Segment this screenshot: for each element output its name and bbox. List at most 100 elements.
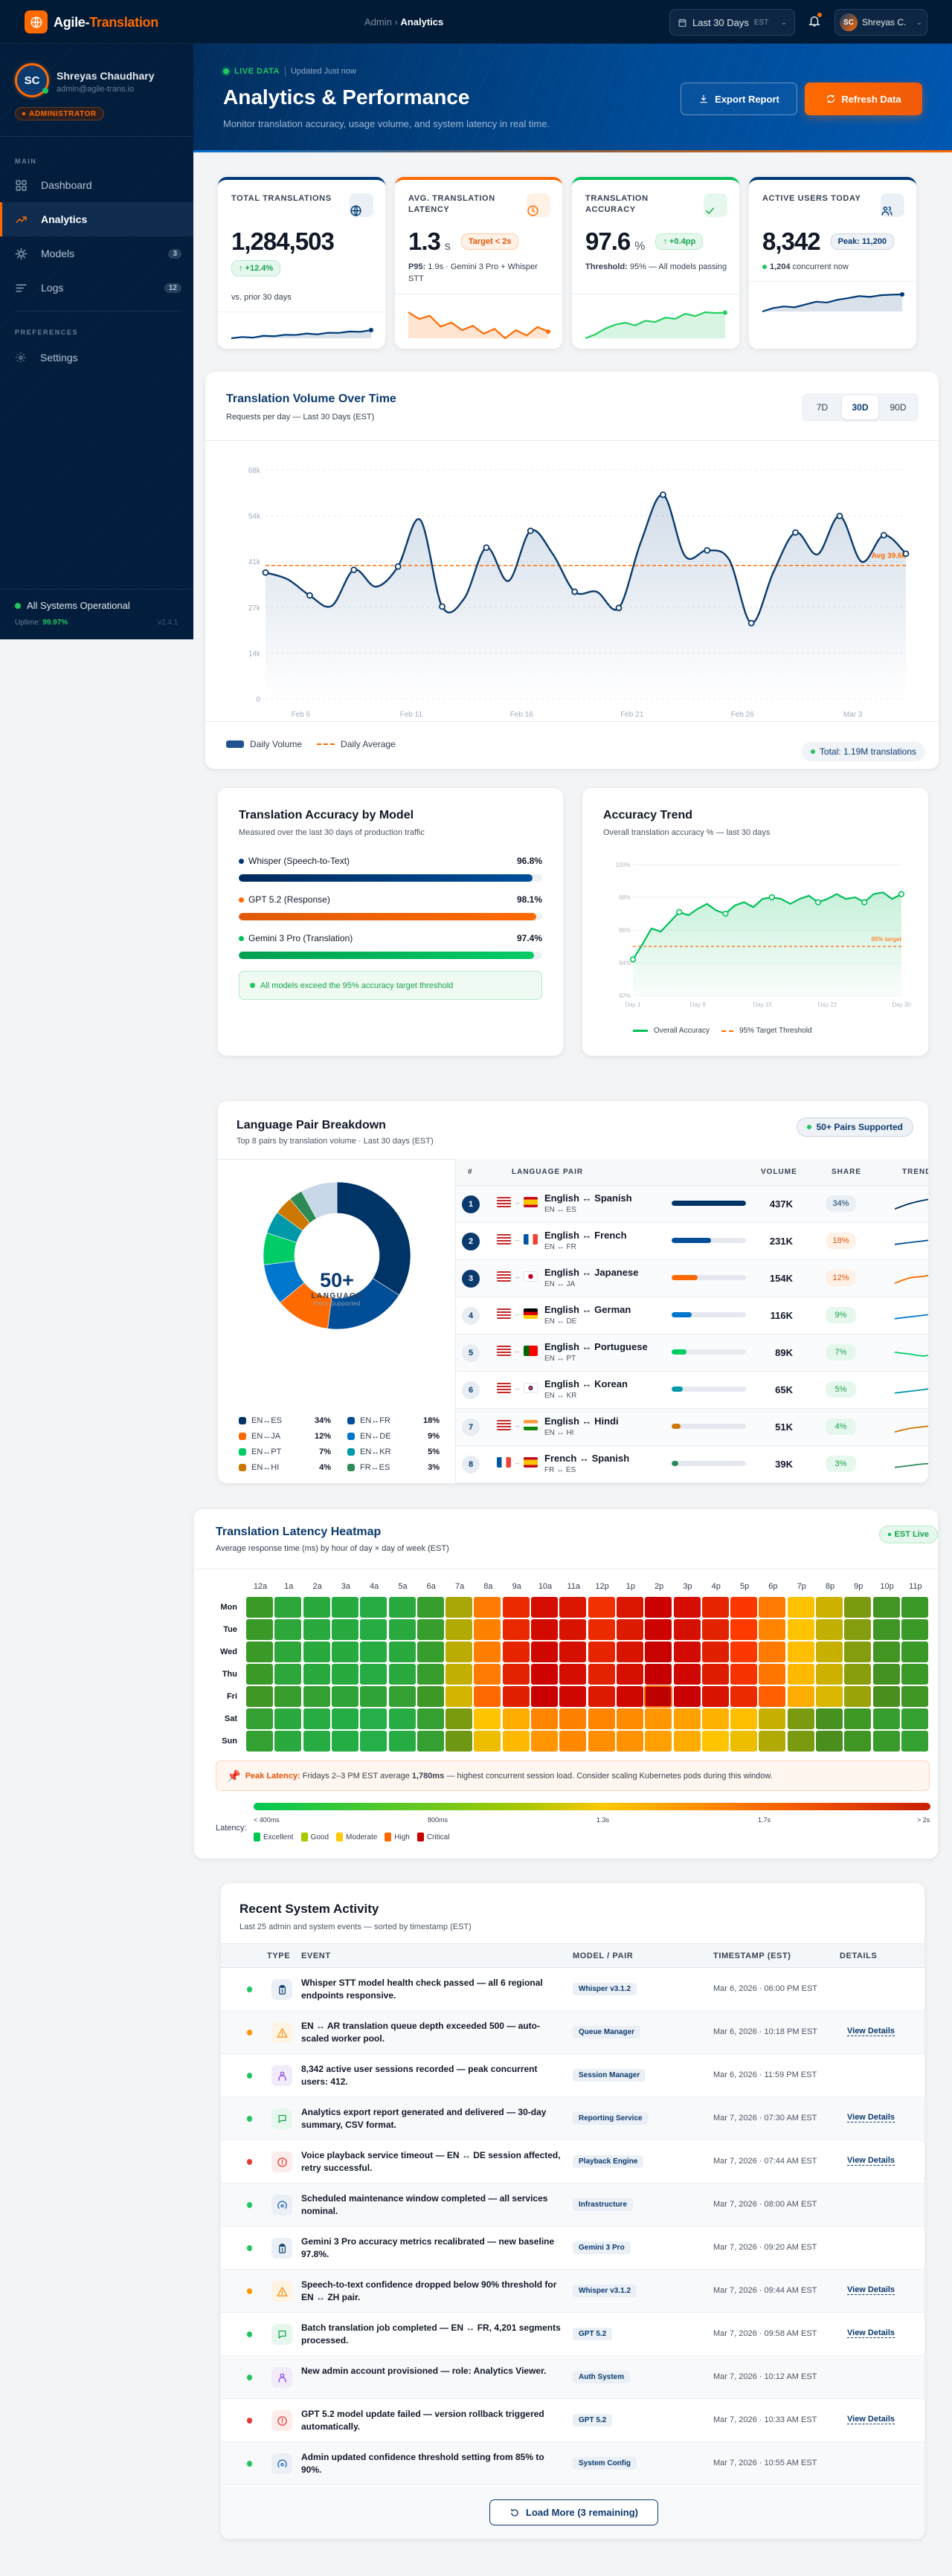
heatmap-cell[interactable] xyxy=(303,1708,330,1729)
heatmap-cell[interactable] xyxy=(559,1642,587,1662)
heatmap-cell[interactable] xyxy=(246,1731,273,1752)
heatmap-cell[interactable] xyxy=(701,1731,729,1752)
data-point[interactable] xyxy=(350,566,358,573)
heatmap-cell[interactable] xyxy=(416,1597,444,1618)
heatmap-cell[interactable] xyxy=(816,1642,843,1662)
heatmap-cell[interactable] xyxy=(787,1619,814,1640)
heatmap-cell[interactable] xyxy=(759,1731,786,1752)
heatmap-cell[interactable] xyxy=(645,1597,672,1618)
heatmap-cell[interactable] xyxy=(303,1642,330,1662)
heatmap-cell[interactable] xyxy=(616,1708,643,1729)
table-row[interactable]: 6 ↔ English ↔ Korean EN ↔ KR 65K 5% xyxy=(456,1372,928,1409)
activity-row[interactable]: 8,342 active user sessions recorded — pe… xyxy=(221,2054,924,2097)
heatmap-cell[interactable] xyxy=(331,1642,358,1662)
sidebar-item-logs[interactable]: Logs 12 xyxy=(0,271,193,305)
heatmap-cell[interactable] xyxy=(360,1642,387,1662)
logo[interactable] xyxy=(25,10,48,33)
heatmap-cell[interactable] xyxy=(787,1686,814,1707)
heatmap-cell[interactable] xyxy=(645,1619,672,1640)
heatmap-cell[interactable] xyxy=(331,1664,358,1685)
data-point[interactable] xyxy=(792,529,799,536)
heatmap-cell[interactable] xyxy=(559,1686,587,1707)
heatmap-cell[interactable] xyxy=(844,1731,872,1752)
heatmap-cell[interactable] xyxy=(388,1597,416,1618)
heatmap-cell[interactable] xyxy=(531,1708,558,1729)
table-row[interactable]: 7 ↔ English ↔ Hindi EN ↔ HI 51K 4% xyxy=(456,1409,928,1446)
data-point[interactable] xyxy=(768,894,775,901)
data-point[interactable] xyxy=(861,899,868,906)
date-range-picker[interactable]: Last 30 Days EST ⌄ xyxy=(669,9,795,36)
col-volume[interactable]: VOLUME xyxy=(761,1168,797,1176)
heatmap-cell[interactable] xyxy=(588,1619,615,1640)
heatmap-cell[interactable] xyxy=(901,1664,928,1685)
heatmap-cell[interactable] xyxy=(246,1597,273,1618)
heatmap-cell[interactable] xyxy=(616,1664,643,1685)
heatmap-cell[interactable] xyxy=(673,1708,701,1729)
heatmap-cell[interactable] xyxy=(416,1708,444,1729)
heatmap-cell[interactable] xyxy=(474,1708,501,1729)
data-point[interactable] xyxy=(439,603,446,610)
heatmap-cell[interactable] xyxy=(303,1619,330,1640)
table-row[interactable]: 2 ↔ English ↔ French EN ↔ FR 231K 18% xyxy=(456,1223,928,1260)
heatmap-cell[interactable] xyxy=(360,1619,387,1640)
heatmap-cell[interactable] xyxy=(274,1619,302,1640)
heatmap-cell[interactable] xyxy=(616,1642,643,1662)
data-point[interactable] xyxy=(676,908,683,915)
activity-row[interactable]: Gemini 3 Pro accuracy metrics recalibrat… xyxy=(221,2227,924,2270)
heatmap-cell[interactable] xyxy=(502,1686,530,1707)
heatmap-cell[interactable] xyxy=(816,1731,843,1752)
data-point[interactable] xyxy=(880,532,887,539)
heatmap-cell[interactable] xyxy=(360,1597,387,1618)
heatmap-cell[interactable] xyxy=(502,1664,530,1685)
heatmap-cell[interactable] xyxy=(331,1708,358,1729)
heatmap-cell[interactable] xyxy=(331,1597,358,1618)
heatmap-cell[interactable] xyxy=(673,1731,701,1752)
col-timestamp[interactable]: TIMESTAMP (EST) xyxy=(713,1952,791,1960)
heatmap-cell[interactable] xyxy=(730,1642,758,1662)
data-point[interactable] xyxy=(527,527,534,535)
heatmap-cell[interactable] xyxy=(360,1731,387,1752)
heatmap-cell[interactable] xyxy=(701,1642,729,1662)
heatmap-cell[interactable] xyxy=(872,1731,900,1752)
heatmap-cell[interactable] xyxy=(588,1708,615,1729)
activity-row[interactable]: GPT 5.2 model update failed — version ro… xyxy=(221,2399,924,2442)
heatmap-cell[interactable] xyxy=(274,1731,302,1752)
activity-row[interactable]: Scheduled maintenance window completed —… xyxy=(221,2183,924,2227)
activity-row[interactable]: New admin account provisioned — role: An… xyxy=(221,2356,924,2399)
heatmap-cell[interactable] xyxy=(246,1619,273,1640)
heatmap-cell[interactable] xyxy=(816,1597,843,1618)
notifications-button[interactable] xyxy=(808,13,823,30)
data-point[interactable] xyxy=(836,512,843,520)
heatmap-cell[interactable] xyxy=(730,1664,758,1685)
heatmap-cell[interactable] xyxy=(673,1686,701,1707)
heatmap-cell[interactable] xyxy=(388,1731,416,1752)
heatmap-cell[interactable] xyxy=(416,1642,444,1662)
heatmap-cell[interactable] xyxy=(673,1664,701,1685)
activity-row[interactable]: Admin updated confidence threshold setti… xyxy=(221,2442,924,2485)
heatmap-cell[interactable] xyxy=(901,1686,928,1707)
heatmap-cell[interactable] xyxy=(474,1642,501,1662)
heatmap-cell[interactable] xyxy=(474,1686,501,1707)
heatmap-cell[interactable] xyxy=(872,1597,900,1618)
heatmap-cell[interactable] xyxy=(274,1597,302,1618)
table-row[interactable]: 5 ↔ English ↔ Portuguese EN ↔ PT 89K 7% xyxy=(456,1334,928,1372)
heatmap-cell[interactable] xyxy=(616,1619,643,1640)
heatmap-cell[interactable] xyxy=(502,1642,530,1662)
user-menu[interactable]: SC Shreyas C. ⌄ xyxy=(834,9,927,36)
data-point[interactable] xyxy=(660,491,666,498)
heatmap-cell[interactable] xyxy=(730,1731,758,1752)
table-row[interactable]: 3 ↔ English ↔ Japanese EN ↔ JA 154K 12% xyxy=(456,1260,928,1297)
heatmap-cell[interactable] xyxy=(787,1708,814,1729)
heatmap-cell[interactable] xyxy=(559,1619,587,1640)
heatmap-cell[interactable] xyxy=(274,1642,302,1662)
heatmap-cell[interactable] xyxy=(701,1686,729,1707)
heatmap-cell[interactable] xyxy=(673,1642,701,1662)
heatmap-cell[interactable] xyxy=(872,1686,900,1707)
heatmap-cell[interactable] xyxy=(673,1597,701,1618)
heatmap-cell[interactable] xyxy=(446,1686,473,1707)
heatmap-cell[interactable] xyxy=(531,1664,558,1685)
heatmap-cell[interactable] xyxy=(901,1619,928,1640)
heatmap-cell[interactable] xyxy=(616,1686,643,1707)
heatmap-cell[interactable] xyxy=(787,1642,814,1662)
heatmap-cell[interactable] xyxy=(246,1708,273,1729)
